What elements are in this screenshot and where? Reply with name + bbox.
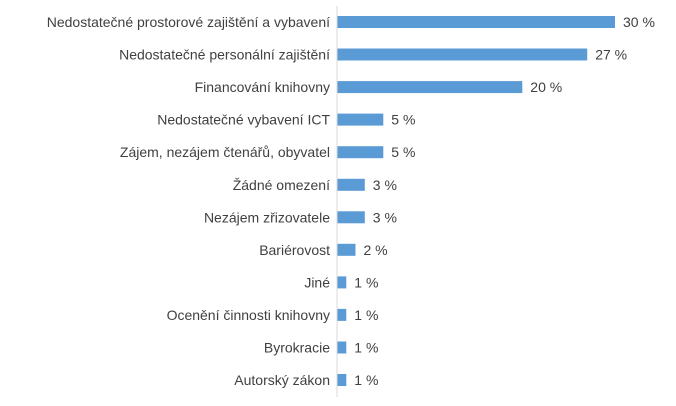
category-labels: Nedostatečné prostorové zajištění a vyba… — [47, 14, 331, 388]
value-label: 1 % — [354, 307, 378, 323]
value-label: 27 % — [595, 47, 627, 63]
bar — [337, 243, 356, 256]
category-label: Byrokracie — [264, 340, 330, 356]
bar — [337, 146, 384, 159]
bars-group — [337, 16, 615, 386]
category-label: Jiné — [304, 274, 330, 290]
bar — [337, 341, 347, 354]
category-label: Nezájem zřizovatele — [204, 209, 330, 225]
category-label: Zájem, nezájem čtenářů, obyvatel — [120, 144, 330, 160]
bar — [337, 81, 523, 94]
category-label: Žádné omezení — [233, 177, 330, 193]
category-label: Financování knihovny — [195, 79, 330, 95]
value-label: 2 % — [364, 242, 388, 258]
value-label: 5 % — [391, 144, 415, 160]
category-label: Nedostatečné vybavení ICT — [157, 112, 330, 128]
value-label: 1 % — [354, 340, 378, 356]
value-label: 1 % — [354, 372, 378, 388]
value-label: 20 % — [530, 79, 562, 95]
value-label: 5 % — [391, 112, 415, 128]
value-label: 3 % — [373, 177, 397, 193]
category-label: Nedostatečné personální zajištění — [119, 47, 330, 63]
value-labels: 30 % 27 % 20 % 5 % 5 % 3 % 3 % 2 % 1 % 1 % 1 % 1 % — [354, 14, 655, 388]
category-label: Autorský zákon — [234, 372, 330, 388]
category-label: Ocenění činnosti knihovny — [167, 307, 330, 323]
category-label: Nedostatečné prostorové zajištění a vyba… — [47, 14, 330, 30]
value-label: 1 % — [354, 274, 378, 290]
bar — [337, 308, 347, 321]
bar — [337, 48, 588, 61]
value-label: 30 % — [623, 14, 655, 30]
bar — [337, 211, 365, 224]
bar — [337, 178, 365, 191]
category-label: Bariérovost — [259, 242, 330, 258]
bar — [337, 113, 384, 126]
bar — [337, 374, 347, 386]
bar — [337, 276, 347, 289]
bar — [337, 16, 615, 28]
value-label: 3 % — [373, 209, 397, 225]
